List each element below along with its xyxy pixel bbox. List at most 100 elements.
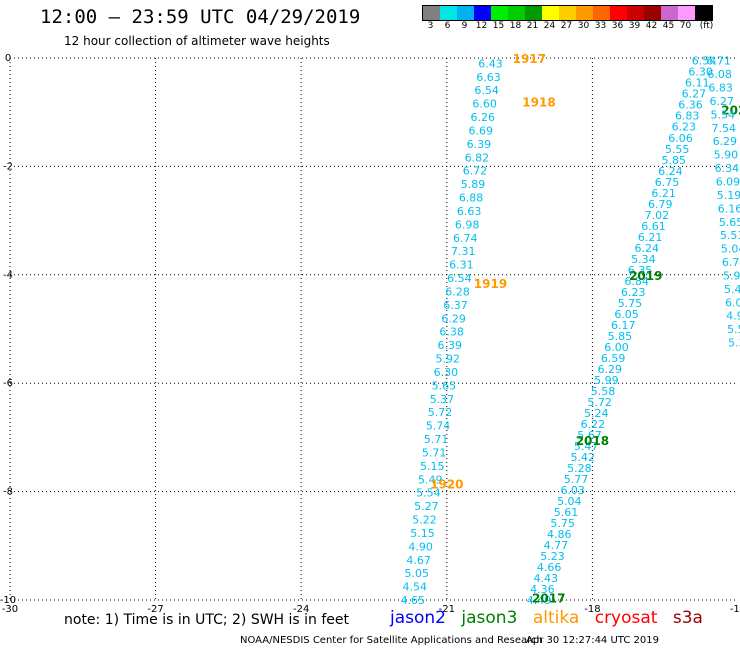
colorbar-cell [644, 6, 661, 20]
colorbar-cell [678, 6, 695, 20]
wave-height-label-s3a: 5.54 [710, 108, 735, 121]
wave-height-label-jason3: 4.43 [533, 572, 558, 585]
wave-height-label-s3a: 5.19 [717, 189, 740, 202]
wave-height-label-jason3: 6.23 [621, 286, 646, 299]
wave-height-label-altika: 5.15 [420, 460, 445, 473]
wave-height-label-altika: 5.22 [412, 514, 437, 527]
wave-height-label-s3a: 7.54 [712, 122, 737, 135]
colorbar-cell [474, 6, 491, 20]
wave-height-label-jason3: 5.24 [584, 407, 609, 420]
colorbar-label: 33 [594, 21, 607, 31]
wave-height-label-jason3: 5.55 [665, 143, 690, 156]
wave-height-label-jason3: 5.23 [540, 550, 565, 563]
wave-height-label-altika: 6.98 [455, 218, 480, 231]
y-tick-label: -6 [3, 378, 13, 389]
colorbar-cell [576, 6, 593, 20]
y-tick-label: -2 [3, 161, 13, 172]
time-label-altika: 1918 [522, 95, 555, 109]
colorbar-cell [559, 6, 576, 20]
wave-height-label-altika: 5.65 [432, 379, 457, 392]
colorbar-label: 24 [543, 21, 556, 31]
wave-height-label-jason3: 6.61 [641, 220, 666, 233]
wave-height-label-altika: 6.43 [478, 57, 503, 70]
wave-height-label-jason3: 5.61 [554, 506, 579, 519]
wave-height-label-altika: 6.82 [465, 151, 490, 164]
x-tick-label: -30 [2, 604, 18, 615]
colorbar-label: 70 [679, 21, 692, 31]
wave-height-label-jason3: 6.06 [668, 132, 693, 145]
wave-height-label-jason3: 6.00 [604, 341, 629, 354]
wave-height-label-s3a: 6.27 [709, 95, 734, 108]
wave-height-label-s3a: 6.71 [722, 256, 740, 269]
colorbar-cell [423, 6, 440, 20]
wave-height-label-jason3: 5.47 [574, 440, 599, 453]
wave-height-label-altika: 5.71 [424, 433, 449, 446]
wave-height-label-altika: 4.54 [403, 581, 428, 594]
wave-height-label-jason3: 6.79 [648, 198, 673, 211]
colorbar-label: 12 [475, 21, 488, 31]
time-label-altika: 1920 [430, 477, 463, 491]
wave-height-label-altika: 6.63 [476, 71, 501, 84]
time-label-jason3: 2017 [532, 591, 565, 605]
wave-height-label-jason3: 6.29 [597, 363, 622, 376]
x-tick-label: -24 [293, 604, 309, 615]
wave-height-label-jason3: 5.75 [550, 517, 575, 530]
wave-height-label-altika: 6.54 [474, 84, 499, 97]
wave-height-label-altika: 6.88 [459, 192, 484, 205]
time-label-altika: 1919 [474, 277, 507, 291]
wave-height-label-jason3: 5.42 [571, 451, 596, 464]
wave-height-label-altika: 4.90 [408, 540, 433, 553]
colorbar-cell [610, 6, 627, 20]
wave-height-label-jason3: 6.84 [624, 275, 649, 288]
mission-legend: jason2 jason3 altika cryosat s3a [390, 608, 713, 628]
wave-height-label-altika: 6.29 [441, 312, 466, 325]
wave-height-label-jason3: 4.66 [537, 561, 562, 574]
wave-height-label-jason3: 4.77 [544, 539, 569, 552]
wave-height-label-altika: 6.28 [445, 285, 470, 298]
colorbar-cell [508, 6, 525, 20]
colorbar-cell [457, 6, 474, 20]
mission-jason2: jason2 [390, 608, 446, 628]
wave-height-label-altika: 6.31 [449, 259, 474, 272]
colorbar-label: 39 [628, 21, 641, 31]
wave-height-label-s3a: 6.08 [707, 68, 732, 81]
wave-height-label-jason3: 6.54 [692, 55, 717, 68]
wave-height-label-altika: 5.37 [430, 393, 455, 406]
colorbar-cell [593, 6, 610, 20]
colorbar-cell [525, 6, 542, 20]
colorbar-label: 3 [427, 21, 434, 31]
wave-height-label-jason3: 5.77 [564, 473, 589, 486]
time-label-altika: 1917 [513, 52, 546, 66]
wave-height-label-jason3: 5.28 [567, 462, 592, 475]
wave-height-label-jason3: 5.67 [577, 429, 602, 442]
wave-height-label-s3a: 5.53 [720, 229, 740, 242]
colorbar-label: 18 [509, 21, 522, 31]
wave-height-label-altika: 6.69 [469, 124, 494, 137]
wave-height-label-jason3: 6.11 [685, 77, 710, 90]
wave-height-label-altika: 4.65 [401, 594, 426, 607]
wave-height-label-jason3: 5.99 [594, 374, 619, 387]
mission-cryosat: cryosat [594, 608, 658, 628]
footer-timestamp: Apr 30 12:27:44 UTC 2019 [526, 635, 659, 646]
x-tick-label: -18 [584, 604, 600, 615]
colorbar-label: 27 [560, 21, 573, 31]
wave-height-label-altika: 6.38 [439, 326, 464, 339]
wave-height-label-s3a: 6.83 [708, 82, 733, 95]
wave-height-label-altika: 7.31 [451, 245, 476, 258]
colorbar-label: 6 [444, 21, 451, 31]
wave-height-label-altika: 6.26 [470, 111, 495, 124]
wave-height-label-altika: 5.54 [416, 487, 441, 500]
wave-height-label-jason3: 5.34 [631, 253, 656, 266]
y-tick-label: -10 [0, 595, 16, 606]
wave-height-label-jason3: 6.21 [651, 187, 676, 200]
wave-height-label-jason3: 6.75 [655, 176, 680, 189]
time-label-jason3: 2019 [629, 269, 662, 283]
wave-height-label-jason3: 6.59 [601, 352, 626, 365]
wave-height-label-jason3: 6.24 [635, 242, 660, 255]
colorbar [422, 5, 713, 21]
wave-height-label-altika: 6.60 [472, 98, 497, 111]
wave-height-label-jason3: 6.30 [688, 66, 713, 79]
wave-height-label-jason3: 6.23 [672, 121, 697, 134]
wave-height-label-jason3: 6.27 [682, 88, 707, 101]
